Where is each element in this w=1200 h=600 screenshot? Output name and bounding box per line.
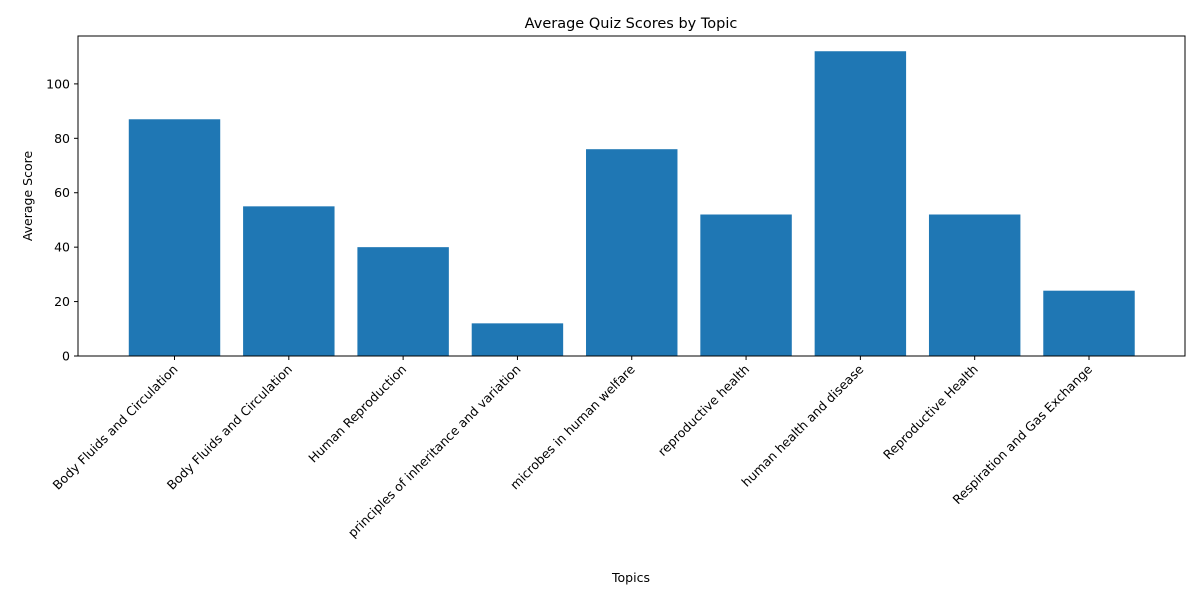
bar-8 <box>928 214 1021 356</box>
x-axis-label: Topics <box>611 570 650 585</box>
x-tick-label: Respiration and Gas Exchange <box>950 361 1096 507</box>
x-tick-label: Body Fluids and Circulation <box>164 362 295 493</box>
bar-2 <box>243 206 335 356</box>
y-tick-label: 40 <box>54 240 70 255</box>
x-tick-label: human health and disease <box>738 361 866 489</box>
bar-6 <box>700 214 792 356</box>
bar-1 <box>128 119 221 357</box>
bar-3 <box>357 247 449 356</box>
x-tick-label: Human Reproduction <box>305 362 409 466</box>
x-tick-label: microbes in human welfare <box>507 361 638 492</box>
y-tick-label: 60 <box>54 185 70 200</box>
bars-group <box>128 51 1135 357</box>
y-tick-label: 0 <box>62 349 70 364</box>
plot-frame <box>77 35 1186 357</box>
y-axis-label: Average Score <box>20 151 35 242</box>
x-tick-label: Body Fluids and Circulation <box>49 362 180 493</box>
bar-4 <box>471 323 564 356</box>
x-tick-label: Reproductive Health <box>880 362 981 463</box>
bar-5 <box>586 149 678 356</box>
y-tick-label: 20 <box>54 294 70 309</box>
chart-title: Average Quiz Scores by Topic <box>525 16 738 32</box>
y-tick-label: 100 <box>46 76 70 91</box>
y-axis-ticks: 0 20 40 60 80 100 <box>46 76 78 364</box>
bar-7 <box>814 51 907 357</box>
x-tick-label: reproductive health <box>655 362 752 459</box>
y-tick-label: 80 <box>54 131 70 146</box>
bar-9 <box>1043 290 1135 356</box>
